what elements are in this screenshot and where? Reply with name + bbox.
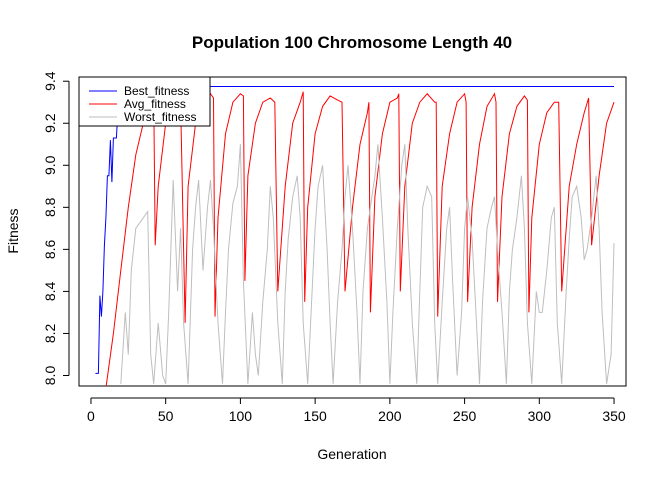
x-axis: 0 50 100 150 200 250 300 350 bbox=[87, 397, 626, 424]
x-tick-label: 0 bbox=[87, 408, 95, 424]
y-tick-label: 8.6 bbox=[42, 239, 58, 259]
legend-label: Best_fitness bbox=[124, 84, 189, 98]
series-line-best-fitness bbox=[95, 86, 614, 374]
y-tick-label: 9.2 bbox=[42, 113, 58, 133]
x-tick-label: 100 bbox=[229, 408, 253, 424]
x-axis-label: Generation bbox=[317, 446, 386, 462]
y-axis-label: Fitness bbox=[5, 208, 21, 253]
x-tick-label: 250 bbox=[453, 408, 477, 424]
series-line-worst-fitness bbox=[120, 144, 615, 385]
y-tick-label: 9.4 bbox=[42, 71, 58, 91]
y-axis: 8.0 8.2 8.4 8.6 8.8 9.0 9.2 9.4 bbox=[42, 71, 70, 386]
legend-label: Avg_fitness bbox=[124, 97, 186, 111]
plot-frame bbox=[78, 76, 627, 387]
series-line-avg-fitness bbox=[105, 91, 615, 386]
y-tick-label: 8.0 bbox=[42, 366, 58, 386]
legend-label: Worst_fitness bbox=[124, 110, 196, 124]
series-layer bbox=[95, 86, 615, 386]
y-tick-label: 8.8 bbox=[42, 197, 58, 217]
x-tick-label: 350 bbox=[602, 408, 626, 424]
chart-title: Population 100 Chromosome Length 40 bbox=[192, 33, 512, 52]
y-tick-label: 9.0 bbox=[42, 155, 58, 175]
x-tick-label: 200 bbox=[378, 408, 402, 424]
x-tick-label: 150 bbox=[303, 408, 327, 424]
y-tick-label: 8.2 bbox=[42, 323, 58, 343]
x-tick-label: 50 bbox=[158, 408, 174, 424]
legend-box bbox=[78, 76, 211, 127]
y-tick-label: 8.4 bbox=[42, 281, 58, 301]
x-tick-label: 300 bbox=[528, 408, 552, 424]
